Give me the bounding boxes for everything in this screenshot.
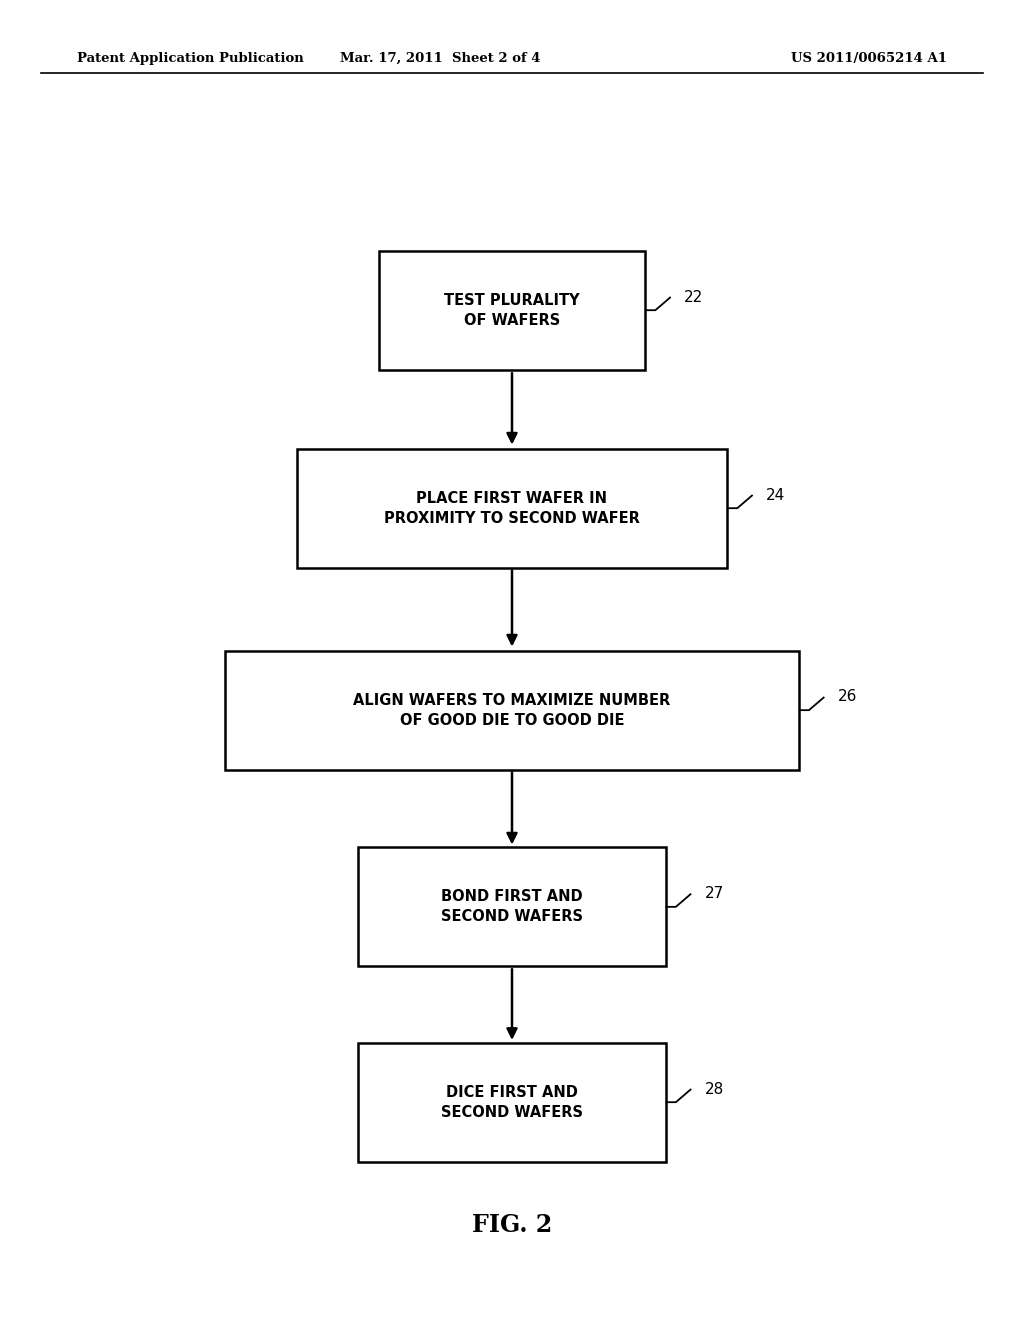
Text: TEST PLURALITY
OF WAFERS: TEST PLURALITY OF WAFERS [444,293,580,327]
FancyBboxPatch shape [297,449,727,568]
Text: PLACE FIRST WAFER IN
PROXIMITY TO SECOND WAFER: PLACE FIRST WAFER IN PROXIMITY TO SECOND… [384,491,640,525]
FancyBboxPatch shape [225,651,799,770]
Text: Mar. 17, 2011  Sheet 2 of 4: Mar. 17, 2011 Sheet 2 of 4 [340,51,541,65]
Text: 26: 26 [838,689,857,705]
Text: BOND FIRST AND
SECOND WAFERS: BOND FIRST AND SECOND WAFERS [441,890,583,924]
Text: 24: 24 [766,487,785,503]
Text: ALIGN WAFERS TO MAXIMIZE NUMBER
OF GOOD DIE TO GOOD DIE: ALIGN WAFERS TO MAXIMIZE NUMBER OF GOOD … [353,693,671,727]
Text: 27: 27 [705,886,724,902]
FancyBboxPatch shape [358,847,666,966]
Text: US 2011/0065214 A1: US 2011/0065214 A1 [792,51,947,65]
Text: 22: 22 [684,289,703,305]
Text: 28: 28 [705,1081,724,1097]
FancyBboxPatch shape [358,1043,666,1162]
FancyBboxPatch shape [379,251,645,370]
Text: Patent Application Publication: Patent Application Publication [77,51,303,65]
Text: DICE FIRST AND
SECOND WAFERS: DICE FIRST AND SECOND WAFERS [441,1085,583,1119]
Text: FIG. 2: FIG. 2 [472,1213,552,1237]
